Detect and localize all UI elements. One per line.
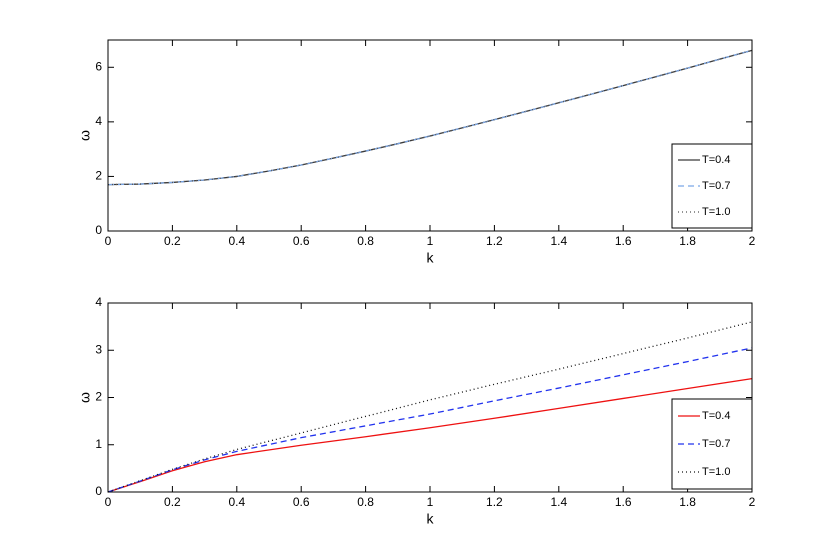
x-tick-label: 0 [105, 495, 112, 509]
legend-label: T=0.7 [702, 180, 730, 192]
series-line [107, 321, 753, 493]
series-line [107, 49, 753, 186]
legend-label: T=0.7 [702, 438, 730, 450]
x-tick-label: 1.2 [486, 495, 503, 509]
y-tick-label: 4 [95, 114, 102, 128]
x-tick-label: 1.8 [679, 234, 696, 248]
x-tick-label: 0.4 [228, 234, 245, 248]
y-tick-label: 3 [95, 342, 102, 356]
x-tick-label: 1.6 [615, 234, 632, 248]
x-tick-label: 1 [427, 495, 434, 509]
y-tick-label: 2 [95, 169, 102, 183]
legend-label: T=1.0 [702, 206, 730, 218]
subplot: 0 0.2 0.4 0.6 0.8 1 1.2 1.4 1.6 1.8 2 0 1 2 3 4 k ω T=0.4 T… [77, 295, 756, 527]
x-axis-label: k [427, 250, 435, 266]
y-tick-label: 1 [95, 437, 102, 451]
y-tick-label: 0 [95, 223, 102, 237]
y-tick-label: 6 [95, 59, 102, 73]
x-tick-label: 1.2 [486, 234, 503, 248]
series-line [107, 49, 753, 186]
x-tick-label: 0.6 [293, 495, 310, 509]
axes-box [107, 302, 753, 493]
y-axis-label: ω [77, 392, 93, 403]
x-tick-label: 0.8 [357, 495, 374, 509]
x-tick-label: 0.6 [293, 234, 310, 248]
x-tick-label: 1.4 [550, 495, 567, 509]
y-axis-label: ω [77, 130, 93, 141]
y-tick-label: 2 [95, 390, 102, 404]
x-tick-label: 1.6 [615, 495, 632, 509]
legend-box [671, 398, 753, 490]
legend-label: T=0.4 [702, 154, 730, 166]
legend-box [671, 143, 753, 229]
x-tick-label: 0 [105, 234, 112, 248]
y-tick-label: 0 [95, 484, 102, 498]
x-tick-label: 0.8 [357, 234, 374, 248]
legend-label: T=0.4 [702, 410, 730, 422]
x-tick-label: 2 [749, 234, 756, 248]
x-tick-label: 1.8 [679, 495, 696, 509]
x-axis-label: k [427, 511, 435, 527]
x-tick-label: 2 [749, 495, 756, 509]
y-tick-label: 4 [95, 295, 102, 309]
series-line [107, 377, 753, 493]
subplot: 0 0.2 0.4 0.6 0.8 1 1.2 1.4 1.6 1.8 2 0 2 4 6 k ω T=0.4 T=… [77, 39, 756, 266]
x-tick-label: 0.4 [228, 495, 245, 509]
series-line [107, 49, 753, 186]
x-tick-label: 1.4 [550, 234, 567, 248]
x-tick-label: 0.2 [164, 495, 181, 509]
legend-label: T=1.0 [702, 466, 730, 478]
series-line [107, 347, 753, 493]
x-tick-label: 1 [427, 234, 434, 248]
x-tick-label: 0.2 [164, 234, 181, 248]
